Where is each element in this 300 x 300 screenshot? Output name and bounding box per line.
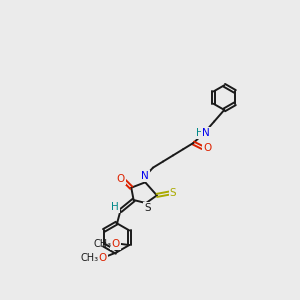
- Text: O: O: [111, 238, 119, 248]
- Text: CH₃: CH₃: [80, 253, 98, 263]
- Text: N: N: [202, 128, 210, 138]
- Text: S: S: [144, 203, 151, 214]
- Text: H: H: [111, 202, 119, 212]
- Text: S: S: [170, 188, 176, 198]
- Text: O: O: [203, 143, 211, 153]
- Text: O: O: [116, 174, 124, 184]
- Text: CH₃: CH₃: [93, 238, 111, 248]
- Text: H: H: [196, 128, 204, 138]
- Text: O: O: [98, 253, 107, 263]
- Text: N: N: [141, 171, 149, 181]
